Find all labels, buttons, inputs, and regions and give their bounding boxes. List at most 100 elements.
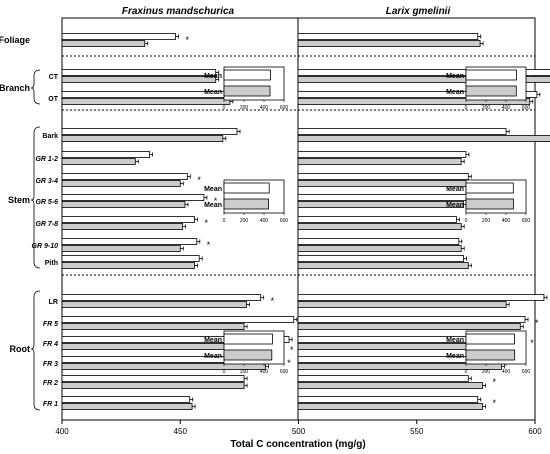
- bar-p0-r0-s1: [61, 33, 176, 40]
- bar-p0-r8-s1: [61, 238, 198, 245]
- bar-p1-r3-s1: [297, 128, 507, 135]
- bar-p1-r6-s2: [297, 201, 464, 208]
- sig-marker-p1-r14: *: [492, 377, 496, 387]
- category-label-4: GR 1-2: [35, 156, 58, 163]
- inset-category-3-1: Mean: [446, 89, 464, 96]
- bar-p0-r3-s2: [61, 135, 224, 142]
- organ-label-1: Branch: [0, 83, 30, 93]
- bar-p0-r15-s2: [61, 403, 193, 410]
- bar-p0-r4-s1: [61, 151, 150, 158]
- bar-p0-r6-s1: [61, 194, 205, 201]
- inset-tick-label-1-3: 600: [280, 218, 289, 224]
- inset-tick-label-0-2: 400: [260, 105, 269, 111]
- panel-titles: Fraxinus mandschurica Larix gmelinii: [122, 6, 451, 17]
- bar-p0-r8-s2: [61, 245, 181, 252]
- inset-tick-label-1-0: 0: [223, 218, 226, 224]
- organ-label-0: Foliage: [0, 35, 30, 45]
- x-tick-label-2: 500: [292, 427, 306, 436]
- bar-p0-r7-s2: [61, 223, 184, 230]
- inset-bar-4-1: [465, 198, 514, 210]
- bar-p0-r2-s1: [61, 91, 228, 98]
- bar-p0-r14-s1: [61, 375, 245, 382]
- bar-p0-r9-s2: [61, 262, 195, 269]
- sig-marker-p0-r5: *: [197, 175, 201, 185]
- bar-p0-r5-s2: [61, 180, 181, 187]
- bar-p0-r5-s1: [61, 173, 188, 180]
- sig-marker-p0-r13: *: [287, 358, 291, 368]
- inset-tick-label-3-3: 600: [522, 105, 531, 111]
- category-label-5: GR 3-4: [35, 178, 58, 185]
- sig-marker-p1-r15: *: [492, 398, 496, 408]
- bar-p1-r14-s2: [297, 382, 483, 389]
- panel-title-1: Larix gmelinii: [386, 6, 451, 17]
- sig-marker-p0-r6: *: [214, 196, 218, 206]
- inset-tick-label-3-0: 0: [465, 105, 468, 111]
- bar-p1-r1-s2: [297, 76, 550, 83]
- inset-tick-label-2-1: 200: [240, 369, 249, 375]
- bar-p1-r4-s1: [297, 151, 467, 158]
- inset-category-4-0: Mean: [446, 186, 464, 193]
- sig-marker-p0-r0: *: [186, 35, 190, 45]
- inset-bar-0-0: [223, 69, 271, 81]
- x-tick-label-1: 450: [174, 427, 188, 436]
- inset-tick-label-4-1: 200: [482, 218, 491, 224]
- inset-4: Mean Mean 0 200 400 600: [446, 179, 531, 224]
- inset-tick-label-2-3: 600: [280, 369, 289, 375]
- x-tick-label-3: 550: [410, 427, 424, 436]
- bar-p0-r0-s2: [61, 40, 146, 47]
- inset-tick-label-5-2: 400: [502, 369, 511, 375]
- organ-label-2: Stem: [8, 195, 30, 205]
- sig-marker-p0-r11: *: [304, 318, 308, 328]
- x-tick-label-0: 400: [55, 427, 69, 436]
- organ-label-3: Root: [10, 344, 31, 354]
- bar-p1-r4-s2: [297, 158, 462, 165]
- category-label-12: FR 4: [43, 341, 58, 348]
- inset-category-3-0: Mean: [446, 73, 464, 80]
- sig-marker-p0-r7: *: [204, 218, 208, 228]
- inset-category-4-1: Mean: [446, 202, 464, 209]
- inset-bar-4-0: [465, 182, 514, 194]
- organ-bracket-0: [30, 69, 41, 105]
- organ-bracket-2: [30, 290, 41, 411]
- x-axis-label: Total C concentration (mg/g): [230, 439, 365, 450]
- bar-p1-r3-s2: [297, 135, 550, 142]
- bar-p1-r6-s1: [297, 194, 469, 201]
- inset-0: Mean Mean 0 200 400 600: [204, 66, 288, 111]
- sig-marker-p0-r10: *: [271, 296, 275, 306]
- sig-marker-p0-r12: *: [299, 338, 303, 348]
- inset-tick-label-4-0: 0: [465, 218, 468, 224]
- inset-tick-label-4-3: 600: [522, 218, 531, 224]
- inset-category-2-0: Mean: [204, 337, 222, 344]
- inset-tick-label-5-1: 200: [482, 369, 491, 375]
- bar-p1-r7-s1: [297, 216, 457, 223]
- inset-category-1-1: Mean: [204, 202, 222, 209]
- panel-0-bars: *********: [61, 33, 308, 410]
- category-label-7: GR 7-8: [35, 221, 58, 228]
- bar-p1-r0-s1: [297, 33, 479, 40]
- x-tick-label-4: 600: [528, 427, 542, 436]
- inset-tick-label-5-0: 0: [465, 369, 468, 375]
- inset-5: Mean Mean 0 200 400 600: [446, 330, 530, 375]
- bar-p1-r15-s2: [297, 403, 483, 410]
- inset-category-1-0: Mean: [204, 186, 222, 193]
- organ-bracket-1: [30, 126, 41, 269]
- inset-bar-3-0: [465, 69, 517, 81]
- category-label-6: GR 5-6: [35, 199, 58, 206]
- bar-p1-r11-s1: [297, 316, 526, 323]
- sig-marker-p0-r8: *: [207, 240, 211, 250]
- inset-bar-5-0: [465, 333, 515, 345]
- category-label-13: FR 3: [43, 361, 58, 368]
- bar-p1-r5-s2: [297, 180, 469, 187]
- inset-tick-label-1-1: 200: [240, 218, 249, 224]
- inset-tick-label-2-2: 400: [260, 369, 269, 375]
- inset-sig-2: *: [290, 345, 294, 355]
- bar-p0-r6-s2: [61, 201, 186, 208]
- sig-marker-p1-r11: *: [535, 318, 539, 328]
- bar-p1-r14-s1: [297, 375, 469, 382]
- category-label-14: FR 2: [43, 380, 58, 387]
- inset-bar-2-1: [223, 349, 273, 361]
- bar-p0-r11-s1: [61, 316, 295, 323]
- bar-p0-r11-s2: [61, 323, 245, 330]
